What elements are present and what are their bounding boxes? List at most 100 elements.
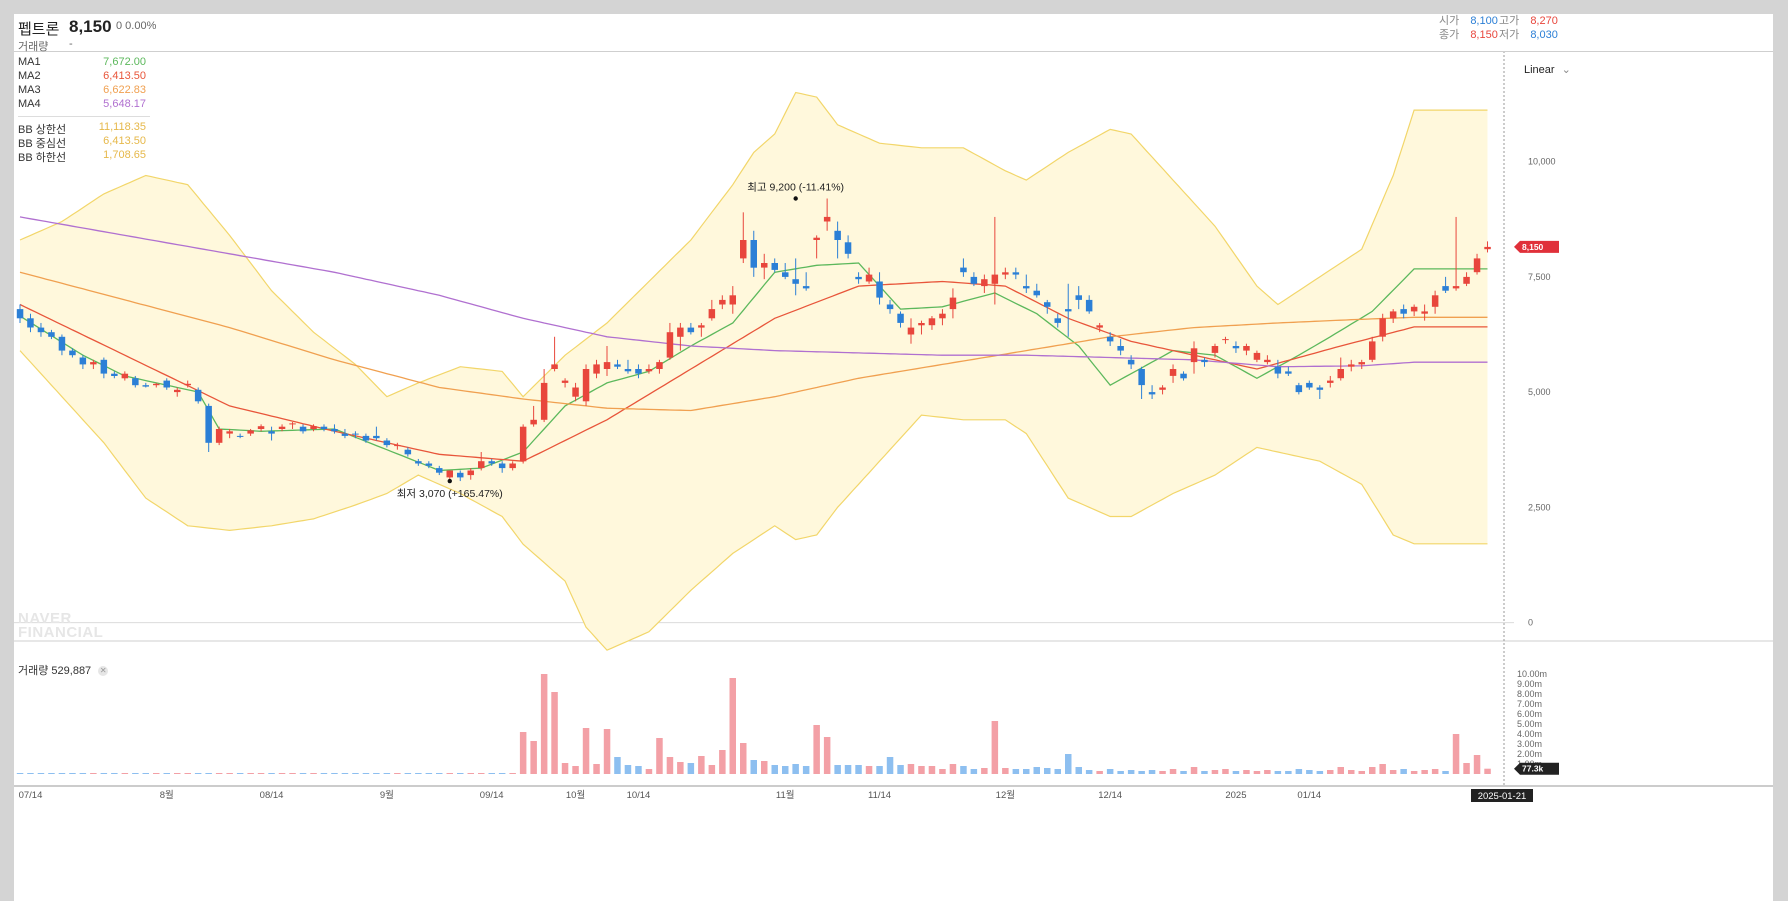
volume-tick-label: 6.00m bbox=[1517, 709, 1542, 719]
volume-bar bbox=[865, 766, 873, 774]
legend-name: BB 하한선 bbox=[18, 152, 67, 164]
ma-line-ma1 bbox=[19, 262, 1488, 472]
close-icon[interactable]: ✕ bbox=[98, 666, 109, 677]
scale-toggle[interactable]: Linear ⌄ bbox=[1524, 63, 1571, 76]
last-volume-label: 77.3k bbox=[1522, 764, 1544, 774]
candle-body bbox=[750, 240, 757, 268]
volume-tick-label: 8.00m bbox=[1517, 689, 1542, 699]
candle-body bbox=[457, 472, 464, 478]
ma-line-ma2 bbox=[19, 280, 1488, 462]
volume-bar bbox=[226, 773, 233, 774]
legend-bb-upper: BB 상한선 11,118.35 bbox=[14, 121, 154, 136]
legend-value: 6,413.50 bbox=[103, 70, 146, 82]
volume-bar bbox=[939, 769, 946, 774]
price-tick-label: 5,000 bbox=[1528, 387, 1551, 397]
volume-bar bbox=[1421, 770, 1428, 774]
volume-bar bbox=[708, 765, 716, 774]
last-date-label: 2025-01-21 bbox=[1478, 791, 1527, 802]
candle-body bbox=[194, 389, 202, 402]
date-tick-label: 07/14 bbox=[19, 790, 43, 801]
candle-body bbox=[320, 426, 328, 429]
candle-body bbox=[1148, 392, 1156, 395]
date-tick-label: 9월 bbox=[380, 789, 394, 801]
date-tick-label: 8월 bbox=[160, 789, 174, 801]
legend-value: 1,708.65 bbox=[103, 149, 146, 161]
indicator-legend: MA1 7,672.00 MA2 6,413.50 MA3 6,622.83 MA4 5… bbox=[14, 56, 154, 164]
volume-bar bbox=[27, 773, 34, 774]
candle-body bbox=[1400, 309, 1407, 314]
legend-name: MA4 bbox=[18, 98, 41, 110]
volume-tick-label: 2.00m bbox=[1517, 749, 1542, 759]
candle-body bbox=[1452, 286, 1460, 289]
candle-body bbox=[16, 309, 24, 319]
candle-body bbox=[1369, 341, 1376, 360]
volume-bar bbox=[823, 737, 831, 774]
candle-body bbox=[645, 369, 653, 372]
candle-body bbox=[1222, 339, 1229, 341]
date-tick-label: 2025 bbox=[1225, 790, 1246, 801]
watermark-logo: NAVER FINANCIAL bbox=[18, 611, 103, 640]
candle-body bbox=[310, 426, 317, 429]
candle-body bbox=[436, 468, 443, 473]
volume-bar bbox=[1106, 769, 1114, 774]
last-volume-tag bbox=[1514, 762, 1559, 775]
legend-bb-middle: BB 중심선 6,413.50 bbox=[14, 135, 154, 150]
candle-body bbox=[1253, 352, 1261, 360]
chart-canvas[interactable]: 최고 9,200 (-11.41%) 최저 3,070 (+165.47%) 10… bbox=[14, 14, 1773, 901]
volume-bar bbox=[530, 741, 537, 774]
volume-bar bbox=[457, 773, 464, 774]
price-tick-label: 7,500 bbox=[1528, 272, 1551, 282]
candle-body bbox=[205, 405, 212, 443]
candle-body bbox=[1033, 290, 1040, 296]
candle-body bbox=[823, 216, 831, 222]
candle-body bbox=[1484, 246, 1491, 250]
legend-ma4: MA4 5,648.17 bbox=[14, 98, 154, 112]
volume-bar bbox=[519, 732, 527, 774]
volume-bar bbox=[1138, 771, 1145, 774]
ohlc-close: 종가 8,150 bbox=[1439, 26, 1498, 42]
candle-body bbox=[1211, 346, 1219, 353]
candle-body bbox=[278, 426, 286, 429]
volume-bar bbox=[561, 763, 569, 774]
volume-bar bbox=[268, 773, 275, 774]
candle-body bbox=[635, 369, 642, 374]
candle-body bbox=[362, 435, 370, 441]
candle-body bbox=[1023, 286, 1030, 289]
volume-bar bbox=[761, 761, 768, 774]
candle-body bbox=[153, 383, 160, 386]
price-tick-label: 10,000 bbox=[1528, 157, 1556, 167]
legend-bb-lower: BB 하한선 1,708.65 bbox=[14, 149, 154, 164]
volume-bar bbox=[90, 773, 97, 774]
candle-body bbox=[1389, 311, 1397, 319]
date-tick-label: 09/14 bbox=[480, 790, 504, 801]
candle-body bbox=[1243, 346, 1250, 351]
candle-body bbox=[236, 435, 244, 437]
candle-body bbox=[530, 419, 537, 425]
high-label: 고가 bbox=[1499, 15, 1520, 27]
volume-bar bbox=[79, 773, 87, 774]
candle-body bbox=[1180, 373, 1187, 379]
volume-bar bbox=[624, 765, 632, 774]
volume-bar bbox=[58, 773, 66, 774]
volume-value: - bbox=[69, 38, 73, 50]
candle-body bbox=[1316, 387, 1324, 390]
last-date-tag bbox=[1471, 789, 1533, 802]
volume-bar bbox=[551, 692, 558, 774]
ohlc-open: 시가 8,100 bbox=[1439, 14, 1498, 28]
candle-body bbox=[268, 431, 275, 434]
volume-bar bbox=[1389, 770, 1397, 774]
candle-body bbox=[719, 299, 726, 305]
volume-bar bbox=[478, 773, 485, 774]
legend-ma3: MA3 6,622.83 bbox=[14, 84, 154, 98]
volume-bar bbox=[299, 773, 307, 774]
candle-body bbox=[834, 230, 841, 240]
high-annotation-label: 최고 9,200 (-11.41%) bbox=[747, 182, 844, 194]
candle-body bbox=[383, 440, 391, 446]
legend-value: 6,622.83 bbox=[103, 84, 146, 96]
candle-body bbox=[100, 359, 108, 374]
volume-bar bbox=[1463, 763, 1470, 774]
volume-bar bbox=[488, 773, 495, 774]
candle-body bbox=[1201, 359, 1208, 363]
date-tick-label: 01/14 bbox=[1297, 790, 1321, 801]
candle-body bbox=[341, 433, 349, 436]
